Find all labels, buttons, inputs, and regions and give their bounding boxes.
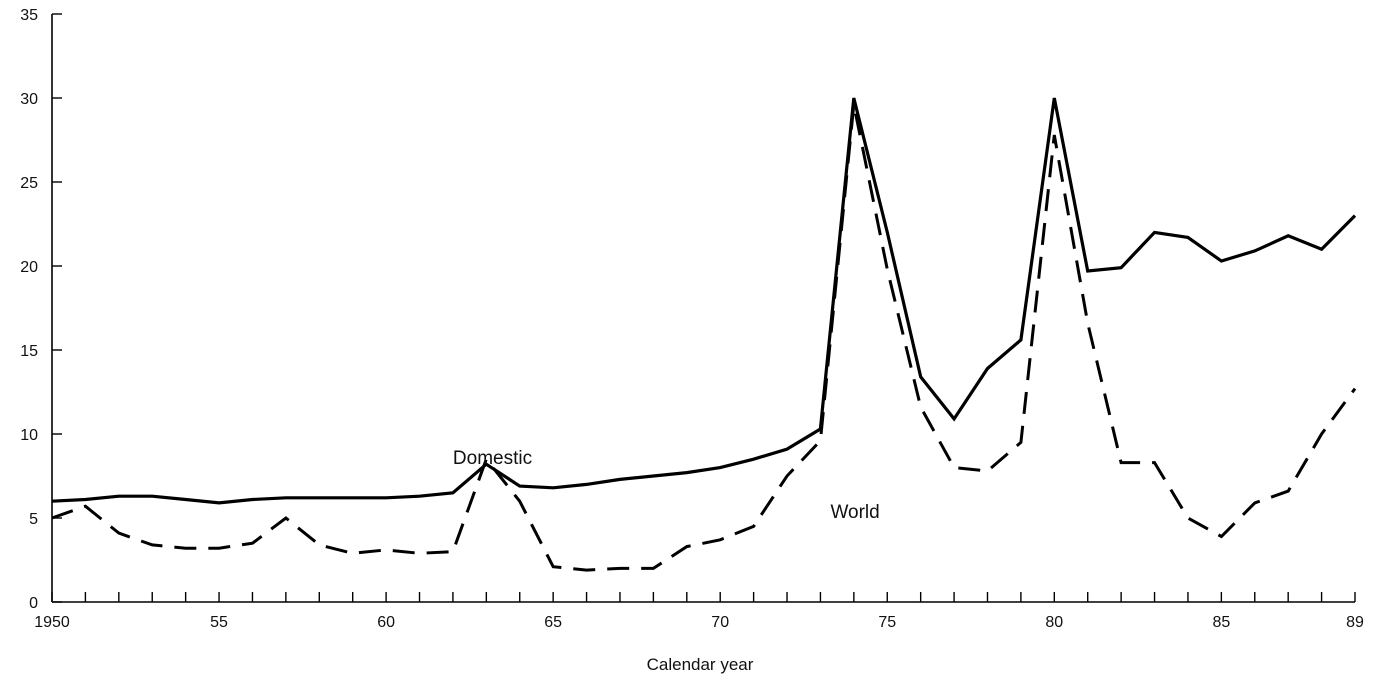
series-line-world (51, 104, 1357, 572)
x-tick-label: 75 (878, 614, 896, 631)
x-tick-label: 70 (711, 614, 729, 631)
axes: 0 5 10 15 20 25 30 35 1950 55 60 65 70 75 80 85 89 (20, 7, 1364, 631)
x-tick-label: 85 (1212, 614, 1230, 631)
y-tick-label: 5 (29, 511, 38, 528)
series-line-domestic (51, 97, 1357, 505)
y-tick-label: 10 (20, 427, 38, 444)
y-tick-label: 35 (20, 7, 38, 24)
x-tick-label: 89 (1346, 614, 1364, 631)
y-tick-label: 15 (20, 343, 38, 360)
labels-layer: Domestic World (453, 448, 880, 523)
x-tick-label: 55 (210, 614, 228, 631)
y-tick-label: 30 (20, 91, 38, 108)
series-layer (51, 97, 1357, 572)
y-tick-label: 0 (29, 595, 38, 612)
x-tick-label: 1950 (34, 614, 70, 631)
x-axis-title: Calendar year (647, 655, 754, 674)
x-tick-label: 65 (544, 614, 562, 631)
y-tick-label: 20 (20, 259, 38, 276)
y-tick-label: 25 (20, 175, 38, 192)
series-label-world: World (830, 502, 879, 523)
x-tick-label: 60 (377, 614, 395, 631)
x-tick-label: 80 (1045, 614, 1063, 631)
series-label-domestic: Domestic (453, 448, 532, 469)
